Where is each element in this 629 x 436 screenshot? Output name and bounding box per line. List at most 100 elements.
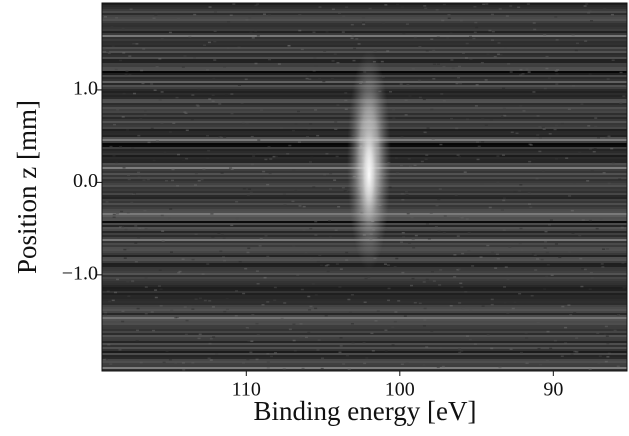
texture-speck <box>604 325 608 328</box>
texture-stripe <box>102 317 627 319</box>
texture-speck <box>251 37 255 39</box>
texture-speck <box>592 150 596 153</box>
texture-speck <box>602 172 606 174</box>
texture-stripe <box>102 19 627 21</box>
texture-speck <box>622 287 626 289</box>
texture-speck <box>270 355 274 358</box>
texture-speck <box>131 193 135 195</box>
texture-speck <box>103 162 107 165</box>
texture-speck <box>472 37 476 40</box>
texture-speck <box>229 14 233 17</box>
texture-speck <box>115 213 119 215</box>
texture-speck <box>159 288 163 291</box>
texture-speck <box>418 96 422 99</box>
texture-speck <box>339 337 343 339</box>
texture-speck <box>105 201 109 203</box>
texture-speck <box>330 78 334 80</box>
texture-speck <box>513 190 517 193</box>
texture-stripe <box>102 313 627 315</box>
texture-speck <box>404 114 408 116</box>
texture-speck <box>267 146 271 148</box>
texture-stripe <box>102 315 627 317</box>
texture-speck <box>395 172 399 175</box>
texture-speck <box>162 361 166 364</box>
texture-speck <box>334 229 338 231</box>
texture-speck <box>422 364 426 366</box>
texture-speck <box>571 34 575 37</box>
texture-speck <box>326 270 330 273</box>
texture-speck <box>535 177 539 180</box>
texture-speck <box>331 60 335 62</box>
texture-speck <box>466 118 470 121</box>
texture-speck <box>118 349 122 351</box>
texture-speck <box>418 79 422 82</box>
texture-speck <box>137 176 141 179</box>
texture-speck <box>175 316 179 319</box>
texture-speck <box>299 323 303 325</box>
texture-speck <box>607 135 611 137</box>
texture-speck <box>206 157 210 159</box>
texture-speck <box>501 115 505 118</box>
texture-speck <box>613 329 617 332</box>
texture-speck <box>418 302 422 305</box>
texture-speck <box>183 55 187 57</box>
texture-speck <box>361 21 365 24</box>
texture-speck <box>555 39 559 41</box>
texture-speck <box>527 192 531 194</box>
texture-speck <box>307 127 311 130</box>
texture-speck <box>515 132 519 135</box>
texture-speck <box>178 270 182 273</box>
texture-speck <box>578 151 582 154</box>
texture-speck <box>154 11 158 14</box>
texture-speck <box>246 358 250 361</box>
texture-speck <box>181 362 185 364</box>
texture-speck <box>193 13 197 16</box>
texture-speck <box>545 251 549 254</box>
texture-speck <box>159 305 163 307</box>
texture-speck <box>170 309 174 311</box>
texture-speck <box>621 262 625 264</box>
texture-speck <box>309 159 313 161</box>
texture-speck <box>531 162 535 165</box>
texture-stripe <box>102 9 627 11</box>
texture-speck <box>201 273 205 275</box>
texture-speck <box>588 288 592 290</box>
texture-speck <box>458 351 462 354</box>
texture-speck <box>286 152 290 155</box>
texture-speck <box>188 305 192 307</box>
texture-stripe <box>102 51 627 53</box>
texture-speck <box>114 68 118 71</box>
texture-speck <box>297 141 301 143</box>
texture-speck <box>143 109 147 112</box>
texture-speck <box>104 311 108 314</box>
texture-speck <box>344 92 348 94</box>
texture-speck <box>203 299 207 302</box>
texture-speck <box>543 87 547 90</box>
texture-speck <box>121 116 125 118</box>
texture-speck <box>393 266 397 268</box>
texture-speck <box>625 84 627 87</box>
texture-speck <box>272 155 276 158</box>
texture-speck <box>152 159 156 162</box>
texture-speck <box>170 179 174 182</box>
texture-speck <box>400 363 404 366</box>
texture-speck <box>139 361 143 364</box>
texture-speck <box>527 71 531 73</box>
texture-speck <box>220 234 224 236</box>
texture-speck <box>191 94 195 96</box>
texture-speck <box>266 353 270 355</box>
texture-speck <box>611 162 615 165</box>
texture-speck <box>266 361 270 363</box>
texture-stripe <box>102 351 627 353</box>
texture-speck <box>197 180 201 182</box>
texture-speck <box>484 79 488 81</box>
texture-speck <box>312 69 316 72</box>
texture-speck <box>155 140 159 142</box>
texture-speck <box>588 148 592 150</box>
texture-speck <box>484 124 488 126</box>
texture-speck <box>160 214 164 217</box>
texture-speck <box>155 65 159 68</box>
texture-speck <box>519 227 523 230</box>
texture-speck <box>293 349 297 352</box>
texture-speck <box>606 248 610 250</box>
